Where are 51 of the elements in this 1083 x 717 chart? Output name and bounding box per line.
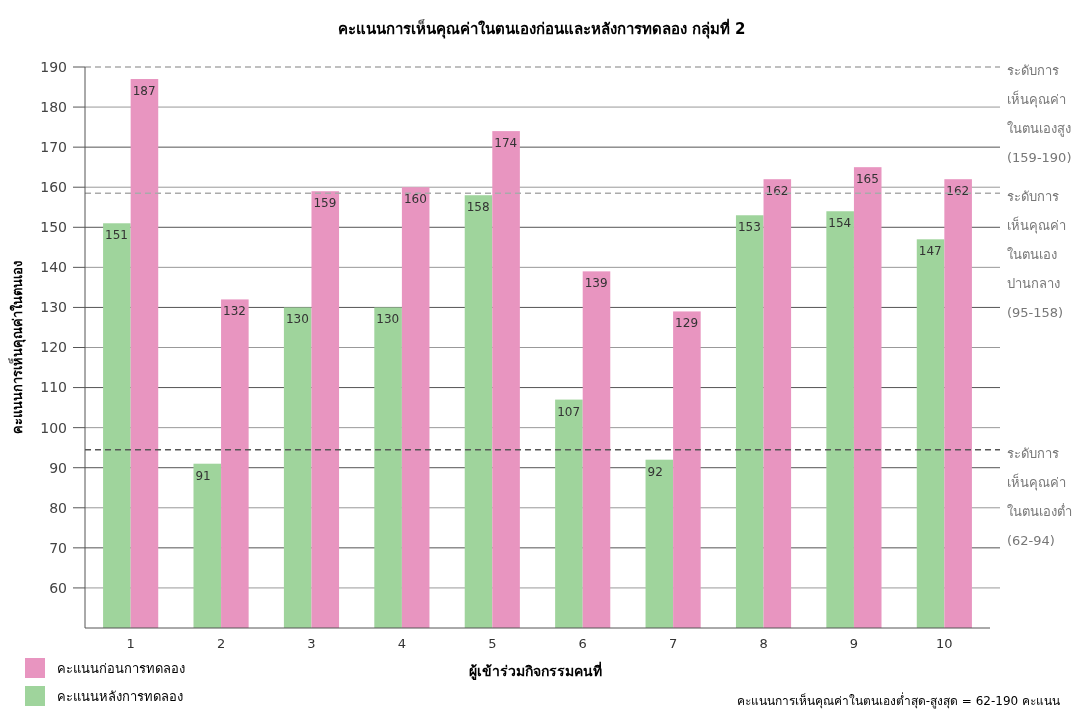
x-tick-label: 2 [216,636,226,651]
y-tick-label: 190 [40,58,67,75]
ref-line-label: ระดับการ เห็นคุณค่า ในตนเอง ปานกลาง (95-158) [1007,189,1066,321]
data-label: 165 [855,172,879,187]
y-tick-label: 80 [49,499,67,516]
y-tick-label: 70 [49,539,67,556]
text: คะแนนการเห็นคุณค่าในตนเองต่ำสุด-สูงสุด = 62-190 คะแนน [736,692,1060,709]
data-label: 130 [376,312,400,327]
data-label: 158 [466,200,490,215]
data-label: 159 [313,196,337,211]
data-label: 187 [132,84,156,99]
data-label: 129 [675,316,699,331]
x-tick-label: 10 [936,636,953,651]
y-tick-label: 180 [40,98,67,115]
x-tick-label: 7 [668,636,678,651]
x-tick-label: 6 [578,636,587,651]
y-tick-label: 140 [40,259,67,276]
y-tick-label: 160 [40,179,67,196]
data-label: 154 [828,216,852,231]
data-label: 92 [647,464,663,479]
data-label: 147 [918,244,942,259]
x-tick-label: 3 [307,636,316,651]
y-tick-label: 110 [40,379,67,396]
y-tick-label: 170 [40,139,67,156]
y-tick-label: 60 [49,579,67,596]
y-tick-label: 130 [40,299,67,316]
x-tick-label: 5 [488,636,497,651]
chart-title: คะแนนการเห็นคุณค่าในตนเองก่อนและหลังการทดลอง กลุ่มที่ 2 [337,18,746,39]
data-label: 91 [195,468,211,483]
y-axis-title: คะแนนการเห็นคุณค่าในตนเอง [8,261,26,434]
data-label: 160 [403,192,427,207]
data-label: 153 [737,220,761,235]
y-tick-label: 150 [40,219,67,236]
ref-line-label: ระดับการ เห็นคุณค่า ในตนเองสูง (159-190) [1007,63,1072,165]
x-tick-label: 4 [397,636,407,651]
data-label: 139 [584,276,608,291]
y-tick-label: 120 [40,339,67,356]
data-label: 130 [285,312,309,327]
data-label: 174 [494,136,518,151]
data-label: 107 [557,404,581,419]
x-tick-label: 1 [126,636,135,651]
data-label: 132 [223,304,246,319]
data-label: 151 [105,228,128,243]
legend-label: คะแนนก่อนการทดลอง [57,660,185,676]
x-tick-label: 9 [849,636,859,651]
x-axis-title: ผู้เข้าร่วมกิจกรรมคนที่ [468,661,602,680]
x-tick-label: 8 [759,636,768,651]
legend-label: คะแนนหลังการทดลอง [57,688,183,704]
y-tick-label: 100 [40,419,67,436]
y-tick-label: 90 [49,459,67,476]
ref-line-label: ระดับการ เห็นคุณค่า ในตนเองต่ำ (62-94) [1007,445,1072,548]
